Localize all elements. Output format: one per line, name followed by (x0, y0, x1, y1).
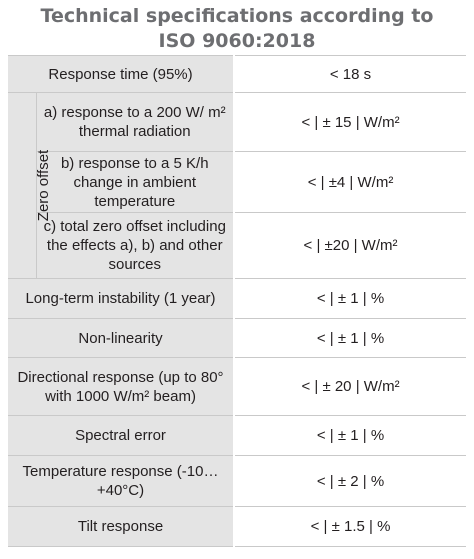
table-row: Zero offset a) response to a 200 W/ m² t… (8, 92, 467, 279)
table-row: c) total zero offset including the effec… (8, 212, 467, 279)
table-row: Temperature response (-10…+40°C) < | ± 2… (8, 455, 467, 507)
spec-name-directional-response: Directional response (up to 80° with 100… (8, 357, 235, 416)
zero-offset-group: Zero offset (8, 92, 52, 279)
spec-value-ambient-temperature: < | ±4 | W/m² (233, 151, 467, 213)
table-title: Technical specifications according to IS… (0, 4, 474, 54)
spec-value-directional-response: < | ± 20 | W/m² (233, 357, 467, 416)
table-row: Tilt response < | ± 1.5 | % (8, 506, 467, 547)
table-row: Spectral error < | ± 1 | % (8, 415, 467, 456)
spec-value-response-time: < 18 s (233, 55, 467, 93)
zero-offset-label: Zero offset (35, 149, 53, 222)
spec-value-temperature-response: < | ± 2 | % (233, 455, 467, 507)
table-row: Response time (95%) < 18 s (8, 55, 467, 93)
spec-value-non-linearity: < | ± 1 | % (233, 318, 467, 358)
table-row: Long-term instability (1 year) < | ± 1 |… (8, 278, 467, 319)
spec-name-response-time: Response time (95%) (8, 55, 235, 93)
spec-name-ambient-temperature: b) response to a 5 K/h change in ambient… (36, 151, 235, 213)
title-line-2: ISO 9060:2018 (158, 30, 316, 52)
title-line-1: Technical specifications according to (40, 5, 434, 27)
spec-value-spectral-error: < | ± 1 | % (233, 415, 467, 456)
spec-value-total-zero-offset: < | ±20 | W/m² (233, 212, 467, 279)
spec-value-long-term-instability: < | ± 1 | % (233, 278, 467, 319)
spec-name-long-term-instability: Long-term instability (1 year) (8, 278, 235, 319)
spec-name-non-linearity: Non-linearity (8, 318, 235, 358)
spec-name-thermal-radiation: a) response to a 200 W/ m² thermal radia… (36, 92, 235, 152)
spec-name-tilt-response: Tilt response (8, 506, 235, 547)
table-row: b) response to a 5 K/h change in ambient… (8, 151, 467, 213)
spec-name-spectral-error: Spectral error (8, 415, 235, 456)
spec-value-thermal-radiation: < | ± 15 | W/m² (233, 92, 467, 152)
spec-value-tilt-response: < | ± 1.5 | % (233, 506, 467, 547)
spec-name-temperature-response: Temperature response (-10…+40°C) (8, 455, 235, 507)
spec-name-total-zero-offset: c) total zero offset including the effec… (36, 212, 235, 279)
table-row: Directional response (up to 80° with 100… (8, 357, 467, 416)
table-row: Non-linearity < | ± 1 | % (8, 318, 467, 358)
specifications-table: Response time (95%) < 18 s Zero offset a… (8, 55, 467, 547)
